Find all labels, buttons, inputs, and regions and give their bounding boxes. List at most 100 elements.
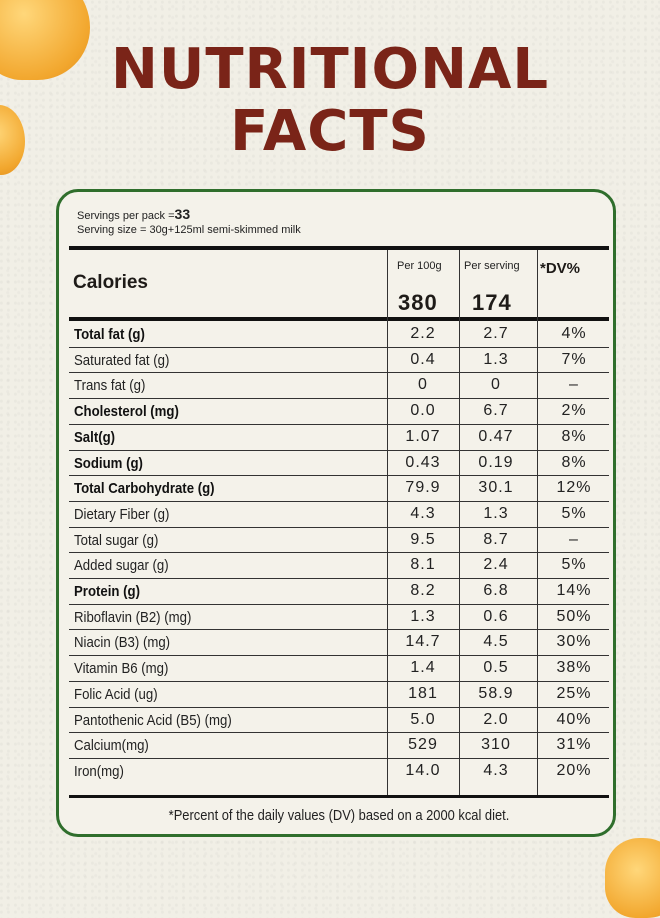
page-title-line2: FACTS xyxy=(230,99,430,164)
servings-per-pack-value: 33 xyxy=(174,206,191,222)
nutrient-label: Protein (g) xyxy=(74,583,140,600)
nutrient-label: Calcium(mg) xyxy=(74,737,149,755)
value-dv: 20% xyxy=(556,761,592,779)
value-dv: 25% xyxy=(556,684,592,702)
value-per-serving: 0.19 xyxy=(478,453,514,471)
nutrient-label: Total Carbohydrate (g) xyxy=(74,480,215,498)
value-per-serving: 30.1 xyxy=(478,479,514,497)
value-per-serving: 2.0 xyxy=(483,710,509,728)
table-row: Saturated fat (g) 0.4 1.3 7% xyxy=(69,348,609,374)
value-per-serving: 0.6 xyxy=(483,607,509,625)
value-per-serving: 6.8 xyxy=(483,582,509,599)
per-100g-header: Per 100g xyxy=(397,260,442,272)
row-divider xyxy=(69,372,609,374)
table-row: Protein (g) 8.2 6.8 14% xyxy=(69,579,609,605)
nutrient-label: Vitamin B6 (mg) xyxy=(74,660,169,678)
table-row: Trans fat (g) 0 0 – xyxy=(69,373,609,399)
value-per-serving: 2.7 xyxy=(483,325,509,342)
value-per-100g: 79.9 xyxy=(405,479,441,497)
column-divider xyxy=(459,250,460,798)
divider xyxy=(69,317,609,321)
value-dv: 2% xyxy=(561,402,587,420)
row-divider xyxy=(69,578,609,579)
table-row: Total sugar (g) 9.5 8.7 – xyxy=(69,528,609,554)
nutrient-label: Folic Acid (ug) xyxy=(74,685,158,703)
value-per-100g: 14.7 xyxy=(405,633,441,651)
value-dv: 30% xyxy=(556,633,592,651)
value-per-100g: 8.1 xyxy=(410,556,436,574)
table-row: Cholesterol (mg) 0.0 6.7 2% xyxy=(69,399,609,425)
row-divider xyxy=(69,706,609,708)
value-per-100g: 0.4 xyxy=(410,350,436,368)
row-divider xyxy=(69,500,609,502)
nutrient-label: Riboflavin (B2) (mg) xyxy=(74,608,192,626)
calories-per-serving: 174 xyxy=(472,290,512,315)
row-divider xyxy=(69,475,609,477)
value-per-100g: 529 xyxy=(408,736,438,754)
row-divider xyxy=(69,526,609,528)
table-row: Total fat (g) 2.2 2.7 4% xyxy=(69,322,609,348)
value-dv: 5% xyxy=(561,556,587,574)
column-divider xyxy=(537,250,538,798)
value-per-serving: 58.9 xyxy=(478,684,514,702)
value-dv: 12% xyxy=(556,479,592,497)
row-divider xyxy=(69,757,609,759)
row-divider xyxy=(69,423,609,425)
value-per-serving: 4.3 xyxy=(483,761,509,779)
value-per-100g: 5.0 xyxy=(410,710,436,728)
divider xyxy=(69,246,609,250)
value-dv: 38% xyxy=(556,659,592,677)
value-dv: 8% xyxy=(561,453,587,471)
value-dv: 4% xyxy=(561,325,587,342)
dv-header: *DV% xyxy=(540,260,581,277)
per-serving-header: Per serving xyxy=(464,260,520,272)
calories-per-100g: 380 xyxy=(398,290,438,315)
value-per-serving: 6.7 xyxy=(483,402,509,420)
value-per-100g: 1.3 xyxy=(410,607,436,625)
table-row: Riboflavin (B2) (mg) 1.3 0.6 50% xyxy=(69,605,609,631)
calories-label: Calories xyxy=(73,272,148,293)
nutrient-label: Total sugar (g) xyxy=(74,531,159,549)
nutrient-label: Cholesterol (mg) xyxy=(74,403,179,421)
value-per-serving: 8.7 xyxy=(483,530,509,548)
value-per-serving: 1.3 xyxy=(483,504,509,522)
value-per-serving: 310 xyxy=(481,736,511,754)
table-row: Total Carbohydrate (g) 79.9 30.1 12% xyxy=(69,476,609,502)
nutrient-label: Niacin (B3) (mg) xyxy=(74,634,171,652)
table-row: Calcium(mg) 529 310 31% xyxy=(69,733,609,759)
column-divider xyxy=(387,250,388,798)
value-per-100g: 0 xyxy=(418,376,428,394)
value-dv: – xyxy=(569,530,579,548)
value-per-100g: 9.5 xyxy=(410,530,436,548)
nutrient-label: Salt(g) xyxy=(74,428,116,446)
nutrient-label: Saturated fat (g) xyxy=(74,351,170,369)
table-row: Salt(g) 1.07 0.47 8% xyxy=(69,425,609,451)
value-dv: 7% xyxy=(561,350,587,368)
table-row: Dietary Fiber (g) 4.3 1.3 5% xyxy=(69,502,609,528)
value-dv: 5% xyxy=(561,504,587,522)
nutrient-label: Total fat (g) xyxy=(74,326,145,343)
row-divider xyxy=(69,732,609,734)
nutrient-label: Sodium (g) xyxy=(74,454,143,472)
row-divider xyxy=(69,603,609,605)
page-title-line1: NUTRITIONAL xyxy=(110,37,550,102)
servings-per-pack: Servings per pack =33 xyxy=(77,206,190,222)
value-dv: 50% xyxy=(556,607,592,625)
value-per-100g: 4.3 xyxy=(410,504,436,522)
value-per-100g: 8.2 xyxy=(410,582,436,599)
nutrient-label: Trans fat (g) xyxy=(74,377,146,395)
table-row: Niacin (B3) (mg) 14.7 4.5 30% xyxy=(69,630,609,656)
value-per-serving: 0 xyxy=(491,376,501,394)
table-row: Sodium (g) 0.43 0.19 8% xyxy=(69,451,609,477)
table-row: Folic Acid (ug) 181 58.9 25% xyxy=(69,682,609,708)
row-divider xyxy=(69,552,609,554)
footnote: *Percent of the daily values (DV) based … xyxy=(168,807,510,824)
nutrient-label: Pantothenic Acid (B5) (mg) xyxy=(74,711,232,729)
row-divider xyxy=(69,398,609,400)
table-row: Added sugar (g) 8.1 2.4 5% xyxy=(69,553,609,579)
divider xyxy=(69,795,609,798)
value-per-serving: 4.5 xyxy=(483,633,509,651)
value-dv: 14% xyxy=(556,582,592,599)
value-per-100g: 0.0 xyxy=(410,402,436,420)
value-per-serving: 0.47 xyxy=(478,427,514,445)
